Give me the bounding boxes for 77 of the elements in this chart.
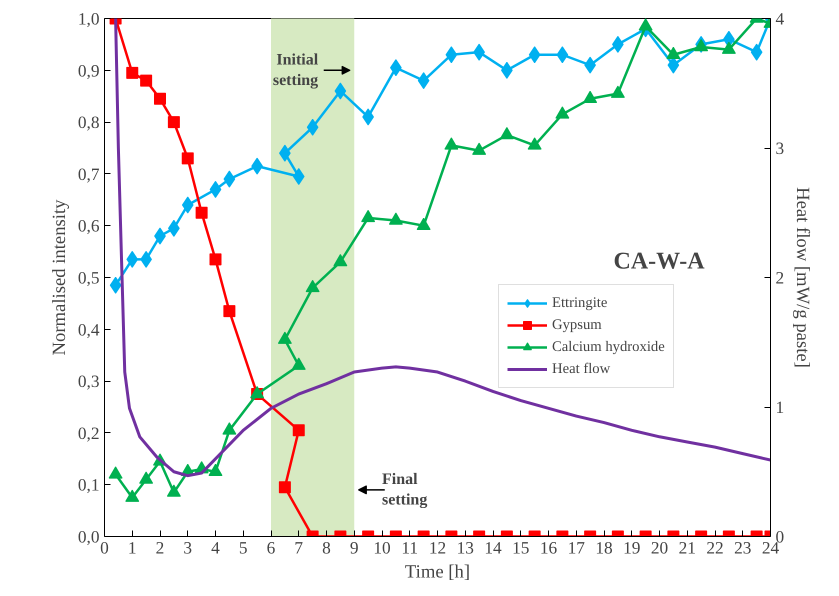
x-tick-label: 23 — [734, 538, 752, 558]
x-tick-label: 7 — [294, 538, 304, 558]
x-tick-label: 13 — [456, 538, 474, 558]
y2-tick-label: 1 — [776, 398, 784, 417]
point — [208, 464, 222, 476]
x-tick-label: 3 — [183, 538, 192, 558]
x-tick-label: 6 — [266, 538, 276, 558]
x-tick-label: 9 — [350, 538, 359, 558]
y2-axis-title: Heat flow [mW/g paste] — [792, 187, 814, 368]
legend-label: Ettringite — [552, 294, 608, 312]
x-tick-label: 1 — [128, 538, 137, 558]
annotation: CA-W-A — [614, 248, 706, 274]
legend-label: Calcium hydroxide — [552, 338, 665, 356]
point — [528, 137, 542, 150]
point — [154, 92, 166, 105]
x-tick-label: 10 — [373, 538, 391, 558]
point — [416, 218, 431, 230]
y-tick-label: 0,0 — [78, 528, 100, 546]
y2-tick-label: 2 — [776, 268, 784, 288]
y-tick-label: 0,5 — [78, 268, 100, 288]
point — [126, 250, 138, 268]
x-tick-label: 5 — [238, 538, 248, 558]
x-tick-label: 8 — [322, 538, 331, 558]
point — [168, 116, 180, 128]
point — [333, 254, 348, 266]
x-axis-title: Time [h] — [404, 562, 470, 582]
y-tick-label: 0,1 — [78, 476, 100, 495]
y-tick-label: 1,0 — [78, 10, 100, 28]
annotation: Final setting — [382, 471, 428, 509]
point — [126, 66, 138, 79]
x-tick-label: 4 — [211, 538, 220, 558]
x-tick-label: 16 — [540, 538, 558, 558]
y-tick-label: 0,4 — [78, 320, 100, 340]
point — [182, 152, 194, 164]
x-tick-label: 12 — [428, 538, 446, 558]
point — [361, 210, 376, 222]
x-tick-label: 11 — [401, 538, 418, 558]
point — [108, 466, 123, 479]
x-tick-label: 17 — [568, 538, 586, 558]
point — [223, 305, 236, 318]
y-tick-label: 0,3 — [78, 372, 100, 392]
y-tick-label: 0,2 — [78, 424, 100, 443]
point — [210, 253, 222, 266]
point — [182, 196, 194, 214]
point — [222, 422, 236, 435]
point — [196, 206, 208, 219]
y-tick-label: 0,6 — [78, 216, 100, 236]
legend-label: Gypsum — [552, 316, 602, 334]
y-tick-label: 0,7 — [78, 164, 100, 184]
x-tick-label: 14 — [484, 538, 502, 558]
y-tick-label: 0,8 — [78, 113, 100, 132]
point — [444, 137, 458, 150]
point — [166, 484, 181, 497]
x-tick-label: 0 — [100, 538, 109, 558]
y2-tick-label: 3 — [776, 139, 784, 158]
annotation: Initial setting — [272, 52, 319, 89]
y-axis-title: Normalised intensity — [48, 198, 70, 356]
x-tick-label: 18 — [595, 538, 613, 558]
y-tick-label: 0,9 — [78, 61, 100, 80]
y2-tick-label: 4 — [776, 10, 784, 28]
x-tick-label: 2 — [156, 538, 164, 558]
x-tick-label: 15 — [512, 538, 530, 558]
point — [139, 472, 154, 484]
point — [140, 74, 152, 87]
point — [500, 127, 514, 140]
x-tick-label: 20 — [650, 538, 668, 558]
point — [125, 490, 140, 502]
legend-label: Heat flow — [552, 360, 610, 378]
point — [388, 212, 403, 225]
x-tick-label: 22 — [706, 538, 724, 558]
point — [292, 168, 305, 185]
x-tick-label: 19 — [623, 538, 640, 558]
point — [292, 358, 306, 370]
x-tick-label: 21 — [678, 538, 696, 558]
point — [306, 280, 320, 292]
point — [278, 332, 292, 344]
point — [472, 142, 486, 155]
